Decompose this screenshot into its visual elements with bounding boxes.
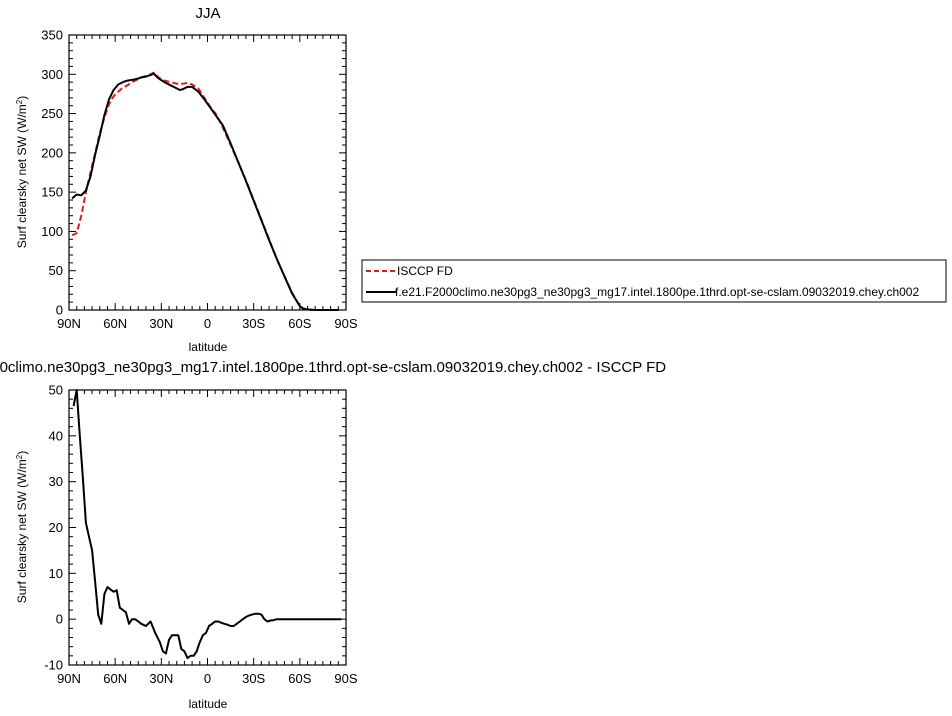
legend-label-model: f.e21.F2000climo.ne30pg3_ne30pg3_mg17.in… xyxy=(395,285,919,299)
bottom-ytick-label: 50 xyxy=(49,383,63,398)
bottom-xtick-label: 0 xyxy=(204,671,211,686)
top-ytick-label: 50 xyxy=(49,263,63,278)
bottom-series-group xyxy=(72,389,342,660)
top-y-axis-label: Surf clearsky net SW (W/m2) xyxy=(15,96,29,248)
bottom-xtick-label: 30S xyxy=(242,671,265,686)
bottom-y-axis-label: Surf clearsky net SW (W/m2) xyxy=(15,451,29,603)
top-series-line-0 xyxy=(71,71,339,311)
bottom-plot: -10 0 10 20 30 40 50 90N 60N 30N 0 30S 60S 90S xyxy=(44,383,358,687)
top-ytick-label: 250 xyxy=(41,106,63,121)
bottom-xtick-label: 60N xyxy=(103,671,127,686)
bottom-chart-title: f.e21.F2000climo.ne30pg3_ne30pg3_mg17.in… xyxy=(0,359,666,376)
bottom-ytick-label: 20 xyxy=(49,520,63,535)
top-ytick-label: 100 xyxy=(41,224,63,239)
top-x-axis-label: latitude xyxy=(189,340,228,354)
bottom-ytick-label: 40 xyxy=(49,428,63,443)
legend: ISCCP FD f.e21.F2000climo.ne30pg3_ne30pg… xyxy=(361,259,947,303)
bottom-ytick-label: 0 xyxy=(56,612,63,627)
top-series-line-1 xyxy=(71,72,339,311)
top-ytick-label: 200 xyxy=(41,145,63,160)
bottom-xtick-label: 30N xyxy=(149,671,173,686)
bottom-ytick-label: 10 xyxy=(49,566,63,581)
top-xtick-label: 0 xyxy=(204,316,211,331)
top-ytick-label: 0 xyxy=(56,303,63,318)
top-y-axis: 0 50 100 150 200 250 300 350 xyxy=(41,28,346,318)
top-xtick-label: 60N xyxy=(103,316,127,331)
top-xtick-label: 30S xyxy=(242,316,265,331)
bottom-xtick-label: 60S xyxy=(288,671,311,686)
legend-box xyxy=(361,259,947,303)
top-xtick-label: 30N xyxy=(149,316,173,331)
top-x-axis: 90N 60N 30N 0 30S 60S 90S xyxy=(57,35,358,331)
bottom-series-line-0 xyxy=(72,389,342,660)
top-xtick-label: 90S xyxy=(334,316,357,331)
top-ytick-label: 350 xyxy=(41,28,63,43)
bottom-ytick-label: 30 xyxy=(49,474,63,489)
bottom-xtick-label: 90S xyxy=(334,671,357,686)
legend-label-isccp: ISCCP FD xyxy=(397,264,453,278)
bottom-x-axis: 90N 60N 30N 0 30S 60S 90S xyxy=(57,390,358,686)
top-xtick-label: 60S xyxy=(288,316,311,331)
bottom-x-axis-label: latitude xyxy=(189,697,228,711)
top-chart-title: JJA xyxy=(195,5,220,22)
bottom-y-axis: -10 0 10 20 30 40 50 xyxy=(44,383,346,673)
top-plot-frame xyxy=(68,34,347,311)
bottom-ytick-label: -10 xyxy=(44,658,63,673)
top-xtick-label: 90N xyxy=(57,316,81,331)
bottom-xtick-label: 90N xyxy=(57,671,81,686)
top-ytick-label: 150 xyxy=(41,185,63,200)
bottom-plot-frame xyxy=(68,389,347,666)
top-ytick-label: 300 xyxy=(41,67,63,82)
top-series-group xyxy=(71,71,339,311)
